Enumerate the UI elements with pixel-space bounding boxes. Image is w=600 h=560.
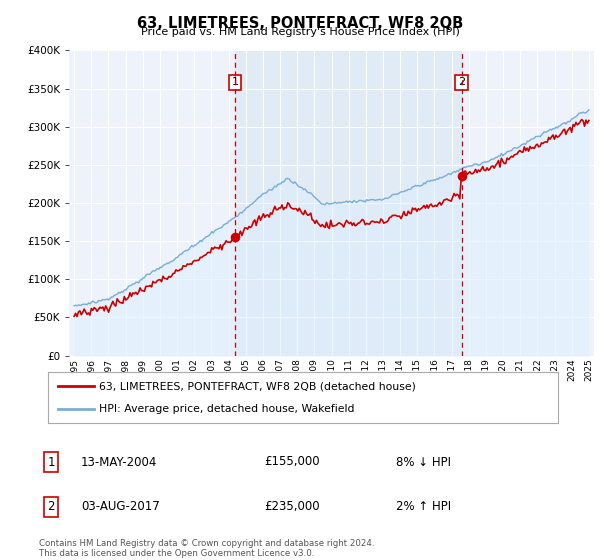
Text: 63, LIMETREES, PONTEFRACT, WF8 2QB: 63, LIMETREES, PONTEFRACT, WF8 2QB xyxy=(137,16,463,31)
Point xyxy=(457,172,467,181)
Text: 2% ↑ HPI: 2% ↑ HPI xyxy=(396,500,451,514)
Text: Price paid vs. HM Land Registry's House Price Index (HPI): Price paid vs. HM Land Registry's House … xyxy=(140,27,460,37)
Point xyxy=(230,233,240,242)
Text: 1: 1 xyxy=(47,455,55,469)
Text: £155,000: £155,000 xyxy=(264,455,320,469)
Text: £235,000: £235,000 xyxy=(264,500,320,514)
Text: 63, LIMETREES, PONTEFRACT, WF8 2QB (detached house): 63, LIMETREES, PONTEFRACT, WF8 2QB (deta… xyxy=(99,381,416,391)
Text: 1: 1 xyxy=(232,77,238,87)
Text: Contains HM Land Registry data © Crown copyright and database right 2024.
This d: Contains HM Land Registry data © Crown c… xyxy=(39,539,374,558)
Text: 2: 2 xyxy=(47,500,55,514)
Text: 03-AUG-2017: 03-AUG-2017 xyxy=(81,500,160,514)
Bar xyxy=(235,50,462,356)
Text: HPI: Average price, detached house, Wakefield: HPI: Average price, detached house, Wake… xyxy=(99,404,355,414)
Text: 2: 2 xyxy=(458,77,465,87)
Text: 8% ↓ HPI: 8% ↓ HPI xyxy=(396,455,451,469)
Text: 13-MAY-2004: 13-MAY-2004 xyxy=(81,455,157,469)
